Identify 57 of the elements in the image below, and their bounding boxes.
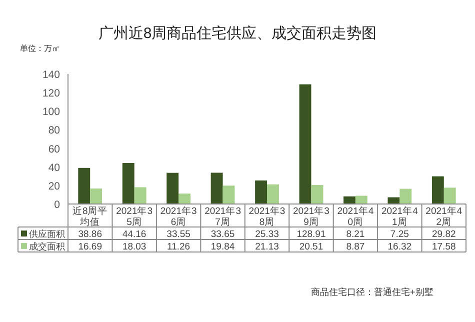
bar xyxy=(267,184,279,204)
data-label: 38.86 xyxy=(78,229,102,240)
data-label: 25.33 xyxy=(255,229,279,240)
x-tick-label: 2021年35周 xyxy=(116,205,153,228)
data-label: 20.51 xyxy=(299,242,324,252)
x-tick-label: 2021年42周 xyxy=(426,205,462,228)
data-label: 128.91 xyxy=(296,229,326,240)
y-tick-label: 20 xyxy=(48,180,60,192)
bar xyxy=(299,84,312,204)
x-tick-label: 2021年41周 xyxy=(381,205,418,228)
data-label: 44.16 xyxy=(122,229,146,240)
bar xyxy=(311,184,324,204)
y-tick-label: 120 xyxy=(42,88,60,100)
y-tick-label: 60 xyxy=(48,143,60,156)
x-tick-label: 近8周平均值 xyxy=(72,205,108,228)
bar xyxy=(444,188,456,204)
bar xyxy=(90,188,102,204)
data-label: 33.55 xyxy=(166,229,190,240)
data-label: 17.58 xyxy=(432,242,456,252)
legend-label: 供应面积 xyxy=(29,229,65,239)
bar xyxy=(210,172,223,204)
data-label: 16.69 xyxy=(78,242,102,252)
data-label: 29.82 xyxy=(432,229,456,240)
bar xyxy=(255,180,267,204)
x-tick-label: 2021年40周 xyxy=(337,205,374,228)
y-tick-label: 0 xyxy=(54,199,60,211)
y-tick-label: 100 xyxy=(42,106,60,118)
data-label: 33.65 xyxy=(210,229,235,240)
y-tick-label: 40 xyxy=(48,162,60,174)
data-label: 8.21 xyxy=(346,229,365,240)
bar xyxy=(344,196,356,204)
bar xyxy=(432,176,444,204)
y-tick-label: 140 xyxy=(42,69,60,81)
x-tick-label: 2021年36周 xyxy=(160,205,197,228)
bar xyxy=(166,172,179,204)
data-label: 18.03 xyxy=(122,242,146,252)
bar xyxy=(122,162,134,204)
bar xyxy=(134,187,146,204)
text: 单位：万㎡ xyxy=(20,44,60,53)
legend-label: 成交面积 xyxy=(29,242,65,252)
data-label: 8.87 xyxy=(346,242,365,252)
text: 商品住宅口径：普通住宅+别墅 xyxy=(311,287,434,297)
data-label: 21.13 xyxy=(255,242,279,252)
y-tick-label: 80 xyxy=(48,124,60,137)
bar xyxy=(222,186,235,204)
data-label: 7.25 xyxy=(390,229,409,240)
bar xyxy=(355,196,368,204)
chart-title: 广州近8周商品住宅供应、成交面积走势图 xyxy=(98,25,377,42)
bar xyxy=(400,188,412,204)
data-label: 16.32 xyxy=(388,242,412,252)
bar xyxy=(178,194,190,204)
data-label: 19.84 xyxy=(210,242,235,252)
x-tick-label: 2021年37周 xyxy=(204,205,241,228)
x-tick-label: 2021年39周 xyxy=(293,205,330,228)
data-label: 11.26 xyxy=(167,242,190,252)
x-tick-label: 2021年38周 xyxy=(248,205,286,228)
bar xyxy=(78,168,90,204)
